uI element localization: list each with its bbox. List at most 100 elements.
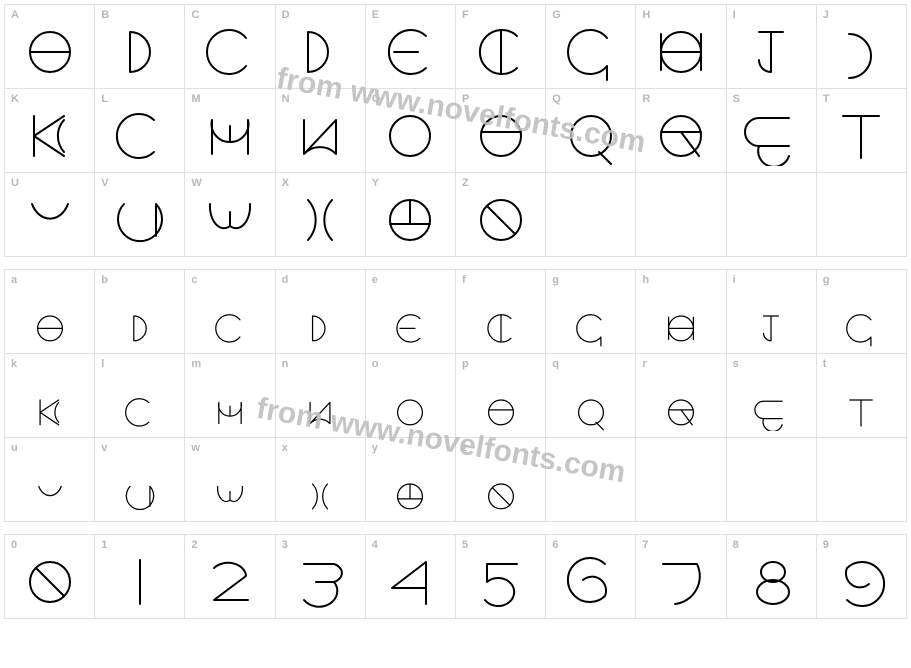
cell-label: w (191, 442, 200, 454)
cell-glyph (456, 106, 545, 166)
glyph-cell: 6 (546, 535, 636, 619)
cell-glyph (5, 552, 94, 612)
cell-label: F (462, 9, 469, 21)
glyph-cell: 3 (276, 535, 366, 619)
glyph-cell: M (185, 89, 275, 173)
empty-cell (546, 438, 636, 522)
cell-label: M (191, 93, 200, 105)
cell-glyph (185, 455, 274, 515)
cell-glyph (456, 287, 545, 347)
glyph-cell: K (5, 89, 95, 173)
empty-cell (546, 173, 636, 257)
glyph-cell: v (95, 438, 185, 522)
cell-glyph (546, 287, 635, 347)
glyph-cell: a (5, 270, 95, 354)
cell-glyph (817, 106, 906, 166)
cell-label: e (372, 274, 378, 286)
cell-glyph (95, 22, 184, 82)
cell-label: Y (372, 177, 379, 189)
cell-label: m (191, 358, 201, 370)
cell-label: y (372, 442, 378, 454)
glyph-cell: B (95, 5, 185, 89)
cell-label: g (552, 274, 559, 286)
glyph-cell: C (185, 5, 275, 89)
cell-label: R (642, 93, 650, 105)
glyph-cell: y (366, 438, 456, 522)
cell-glyph (5, 190, 94, 250)
glyph-cell: S (727, 89, 817, 173)
cell-glyph (636, 287, 725, 347)
cell-label: S (733, 93, 740, 105)
glyph-cell: R (636, 89, 726, 173)
glyph-cell: P (456, 89, 546, 173)
cell-glyph (276, 22, 365, 82)
cell-label: 6 (552, 539, 558, 551)
cell-label: g (823, 274, 830, 286)
cell-label: b (101, 274, 108, 286)
glyph-cell: u (5, 438, 95, 522)
cell-label: c (191, 274, 197, 286)
cell-glyph (366, 22, 455, 82)
cell-label: D (282, 9, 290, 21)
glyph-cell: g (817, 270, 907, 354)
cell-glyph (276, 552, 365, 612)
cell-label: x (282, 442, 288, 454)
cell-label: P (462, 93, 469, 105)
cell-glyph (185, 22, 274, 82)
glyph-cell: 2 (185, 535, 275, 619)
cell-label: V (101, 177, 108, 189)
cell-glyph (95, 106, 184, 166)
cell-label: 8 (733, 539, 739, 551)
cell-label: q (552, 358, 559, 370)
cell-glyph (636, 371, 725, 431)
cell-label: z (462, 442, 468, 454)
glyph-cell: w (185, 438, 275, 522)
cell-glyph (95, 287, 184, 347)
cell-label: l (101, 358, 104, 370)
cell-glyph (817, 22, 906, 82)
cell-label: N (282, 93, 290, 105)
glyph-cell: l (95, 354, 185, 438)
glyph-cell: X (276, 173, 366, 257)
font-chart-container: from www.novelfonts.com from www.novelfo… (4, 4, 907, 619)
glyph-cell: f (456, 270, 546, 354)
lowercase-grid: abcdefghigklmnopqrstuvwxyz (4, 269, 907, 522)
cell-glyph (727, 106, 816, 166)
glyph-cell: G (546, 5, 636, 89)
cell-glyph (636, 552, 725, 612)
cell-glyph (817, 552, 906, 612)
cell-glyph (546, 22, 635, 82)
cell-glyph (727, 287, 816, 347)
cell-glyph (5, 371, 94, 431)
glyph-cell: D (276, 5, 366, 89)
glyph-cell: 5 (456, 535, 546, 619)
cell-glyph (276, 106, 365, 166)
cell-glyph (185, 371, 274, 431)
cell-label: J (823, 9, 829, 21)
glyph-cell: 4 (366, 535, 456, 619)
glyph-cell: Y (366, 173, 456, 257)
numbers-grid: 0123456789 (4, 534, 907, 619)
glyph-cell: L (95, 89, 185, 173)
glyph-cell: g (546, 270, 636, 354)
cell-glyph (456, 22, 545, 82)
cell-glyph (5, 106, 94, 166)
cell-glyph (276, 371, 365, 431)
cell-glyph (817, 371, 906, 431)
glyph-cell: r (636, 354, 726, 438)
cell-label: X (282, 177, 289, 189)
cell-glyph (727, 371, 816, 431)
cell-glyph (5, 287, 94, 347)
cell-glyph (95, 552, 184, 612)
cell-label: 4 (372, 539, 378, 551)
cell-label: K (11, 93, 19, 105)
glyph-cell: e (366, 270, 456, 354)
empty-cell (727, 173, 817, 257)
cell-label: L (101, 93, 108, 105)
cell-label: v (101, 442, 107, 454)
glyph-cell: d (276, 270, 366, 354)
cell-glyph (95, 190, 184, 250)
cell-glyph (456, 190, 545, 250)
cell-glyph (95, 455, 184, 515)
cell-label: Z (462, 177, 469, 189)
